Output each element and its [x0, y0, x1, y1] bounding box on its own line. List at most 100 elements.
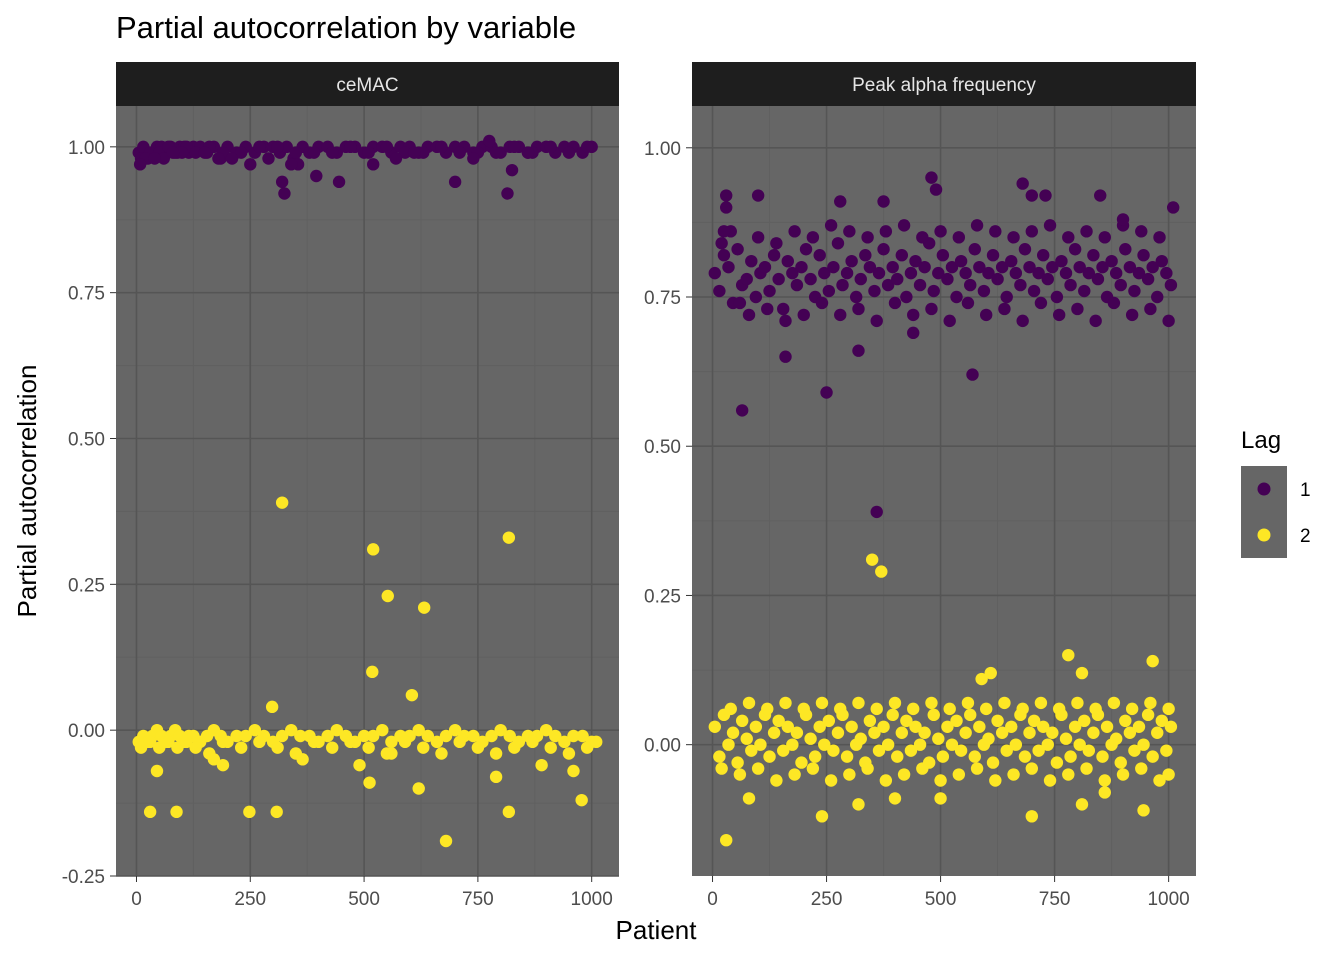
point-lag-2 [772, 714, 785, 728]
point-lag-1 [326, 146, 339, 159]
point-lag-1 [1119, 243, 1132, 256]
point-lag-1 [1116, 213, 1130, 226]
point-lag-1 [735, 404, 749, 417]
point-lag-1 [453, 146, 466, 159]
point-lag-2 [1034, 696, 1048, 710]
point-lag-1 [1128, 284, 1141, 298]
point-lag-2 [1082, 744, 1096, 757]
point-lag-1 [1050, 290, 1064, 304]
point-lag-2 [502, 531, 516, 544]
point-lag-2 [989, 774, 1002, 787]
point-lag-2 [326, 741, 339, 754]
point-lag-2 [270, 805, 283, 819]
point-lag-2 [575, 793, 588, 807]
y-tick-label: 1.00 [644, 139, 681, 160]
point-lag-1 [501, 187, 514, 200]
point-lag-2 [722, 738, 735, 751]
x-tick-label: 0 [707, 889, 718, 910]
point-lag-1 [166, 146, 180, 159]
point-lag-1 [1016, 314, 1029, 328]
point-lag-1 [925, 171, 938, 184]
point-lag-2 [875, 565, 888, 578]
point-lag-1 [827, 260, 840, 274]
strip-label-peak-alpha-frequency: Peak alpha frequency [852, 75, 1036, 96]
point-lag-1 [870, 314, 883, 328]
point-lag-2 [412, 782, 425, 795]
point-lag-1 [820, 386, 833, 399]
point-lag-2 [827, 744, 840, 757]
point-lag-1 [275, 175, 289, 189]
point-lag-1 [932, 266, 945, 280]
x-tick-label: 250 [234, 889, 266, 910]
point-lag-2 [1046, 726, 1059, 739]
point-lag-2 [900, 714, 913, 728]
point-lag-1 [733, 296, 747, 310]
point-lag-1 [1141, 272, 1155, 286]
point-lag-2 [353, 758, 366, 772]
point-lag-2 [153, 741, 166, 754]
point-lag-1 [840, 266, 854, 280]
point-lag-1 [244, 158, 257, 171]
point-lag-2 [943, 702, 956, 716]
y-tick-label: 0.75 [68, 284, 105, 305]
point-lag-1 [435, 140, 448, 154]
point-lag-2 [1032, 744, 1045, 757]
point-lag-1 [1162, 314, 1175, 328]
point-lag-1 [970, 219, 984, 232]
point-lag-1 [483, 134, 496, 148]
point-lag-2 [180, 735, 193, 749]
point-lag-1 [1123, 260, 1137, 274]
point-lag-1 [781, 254, 794, 268]
point-lag-1 [929, 183, 943, 196]
point-lag-2 [1114, 756, 1127, 769]
y-tick-label: -0.25 [62, 867, 105, 888]
point-lag-2 [1005, 720, 1018, 733]
point-lag-2 [781, 720, 794, 733]
point-lag-1 [1064, 278, 1077, 292]
point-lag-2 [398, 735, 412, 749]
point-lag-2 [549, 729, 562, 743]
point-lag-1 [148, 152, 161, 165]
point-lag-1 [877, 243, 890, 256]
point-lag-1 [1151, 290, 1164, 304]
legend-key-lag-1 [1257, 482, 1271, 496]
point-lag-1 [872, 266, 886, 280]
point-lag-1 [198, 146, 211, 159]
x-tick-label: 500 [925, 889, 957, 910]
point-lag-2 [1162, 768, 1175, 781]
point-lag-2 [845, 720, 858, 733]
point-lag-1 [344, 140, 357, 154]
point-lag-1 [1007, 231, 1020, 244]
point-lag-1 [886, 260, 899, 274]
point-lag-1 [1016, 177, 1029, 190]
point-lag-1 [1125, 308, 1139, 322]
point-lag-1 [1087, 249, 1100, 262]
point-lag-2 [1016, 702, 1029, 716]
point-lag-2 [863, 714, 877, 728]
point-lag-2 [861, 762, 874, 775]
point-lag-1 [770, 237, 783, 250]
point-lag-1 [749, 290, 763, 304]
point-lag-2 [366, 665, 379, 679]
point-lag-1 [968, 243, 981, 256]
point-lag-1 [904, 266, 918, 280]
point-lag-2 [508, 741, 521, 754]
point-lag-1 [824, 219, 838, 232]
point-lag-1 [767, 249, 781, 262]
point-lag-1 [854, 272, 867, 286]
point-lag-2 [366, 543, 380, 556]
point-lag-2 [150, 764, 164, 778]
point-lag-1 [945, 260, 959, 274]
point-lag-1 [897, 219, 911, 232]
point-lag-2 [590, 735, 603, 749]
point-lag-1 [366, 158, 380, 171]
point-lag-2 [265, 700, 279, 714]
point-lag-2 [417, 601, 431, 614]
point-lag-1 [521, 146, 535, 159]
point-lag-1 [786, 266, 799, 280]
legend-label-lag-1: 1 [1300, 480, 1311, 501]
point-lag-2 [998, 696, 1011, 710]
point-lag-1 [813, 249, 826, 262]
point-lag-2 [234, 741, 248, 754]
point-lag-2 [1007, 768, 1020, 781]
